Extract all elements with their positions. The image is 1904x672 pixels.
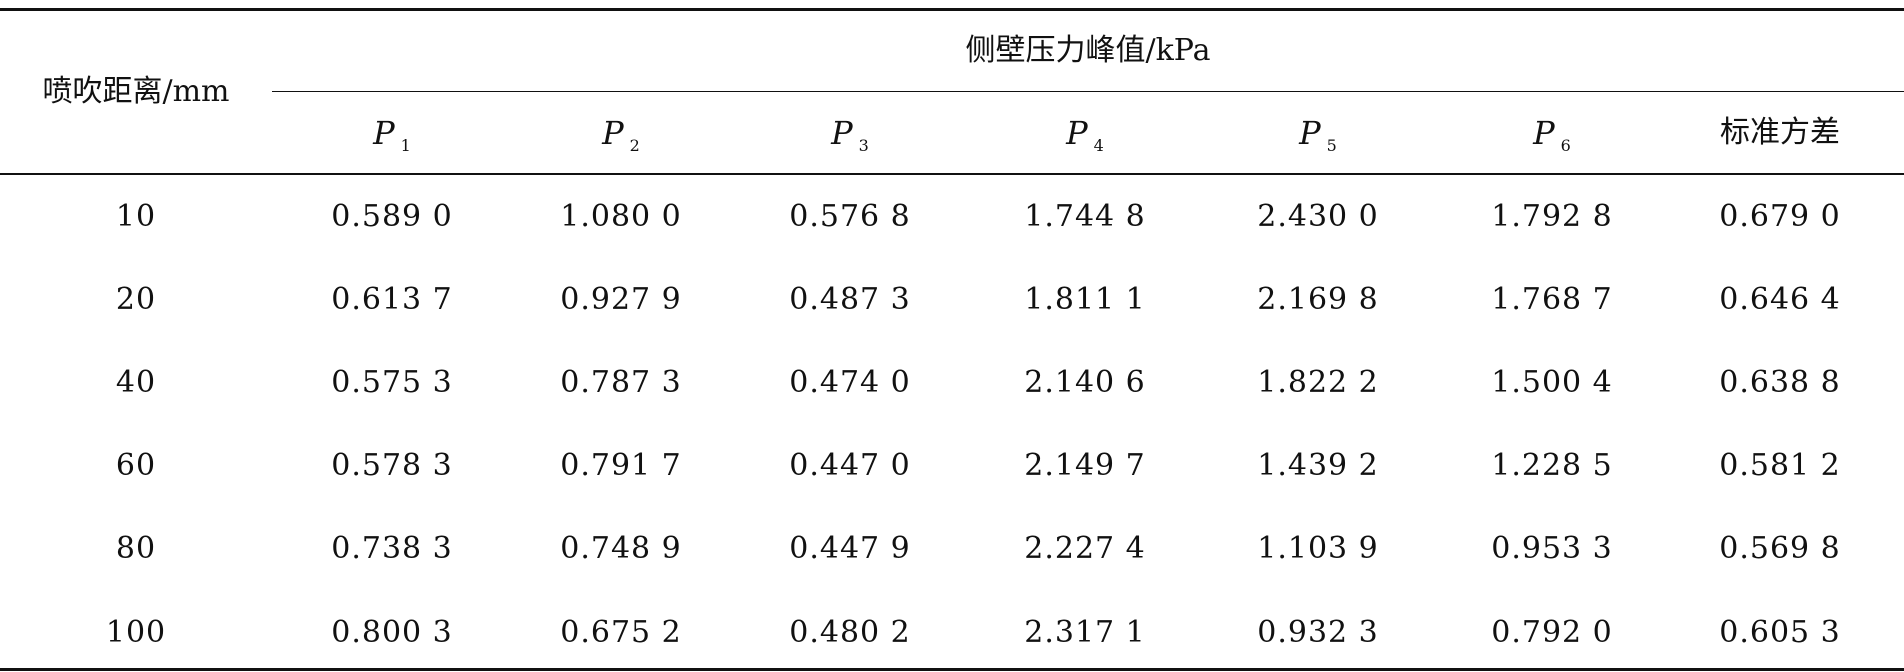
value-cell: 0.569 8 (1719, 531, 1841, 566)
table-row: 80 0.738 3 0.748 9 0.447 9 2.227 4 1.103 9 0.9… (0, 529, 1904, 569)
distance-cell: 40 (115, 365, 157, 400)
group-header-rule (272, 91, 1904, 92)
value-cell: 0.576 8 (789, 199, 911, 234)
value-cell: 1.744 8 (1024, 199, 1146, 234)
column-header-subscript: 3 (858, 136, 869, 155)
value-cell: 0.646 4 (1719, 282, 1841, 317)
value-cell: 1.500 4 (1491, 365, 1613, 400)
header-bottom-rule (0, 173, 1904, 175)
value-cell: 1.792 8 (1491, 199, 1613, 234)
distance-cell: 10 (115, 199, 157, 234)
value-cell: 2.227 4 (1024, 531, 1146, 566)
column-header-7: 标准方差 (1720, 115, 1840, 150)
distance-cell: 60 (115, 448, 157, 483)
value-cell: 0.447 0 (789, 448, 911, 483)
distance-cell: 80 (115, 531, 157, 566)
value-cell: 1.080 0 (560, 199, 682, 234)
value-cell: 0.480 2 (789, 615, 911, 650)
value-cell: 0.638 8 (1719, 365, 1841, 400)
column-header-symbol: P (831, 114, 853, 152)
value-cell: 0.748 9 (560, 531, 682, 566)
value-cell: 0.575 3 (331, 365, 453, 400)
value-cell: 0.927 9 (560, 282, 682, 317)
stub-header: 喷吹距离/mm (42, 74, 230, 109)
value-cell: 1.822 2 (1257, 365, 1379, 400)
table-row: 20 0.613 7 0.927 9 0.487 3 1.811 1 2.169 8 1.7… (0, 280, 1904, 320)
value-cell: 0.675 2 (560, 615, 682, 650)
column-header-symbol: P (373, 114, 395, 152)
value-cell: 0.581 2 (1719, 448, 1841, 483)
table-row: 60 0.578 3 0.791 7 0.447 0 2.149 7 1.439 2 1.2… (0, 446, 1904, 486)
table-bottom-rule (0, 668, 1904, 671)
value-cell: 1.103 9 (1257, 531, 1379, 566)
distance-cell: 20 (115, 282, 157, 317)
value-cell: 1.228 5 (1491, 448, 1613, 483)
value-cell: 1.768 7 (1491, 282, 1613, 317)
column-header-subscript: 2 (629, 136, 640, 155)
value-cell: 2.149 7 (1024, 448, 1146, 483)
value-cell: 0.787 3 (560, 365, 682, 400)
value-cell: 0.738 3 (331, 531, 453, 566)
group-header: 侧壁压力峰值/kPa (965, 33, 1211, 68)
value-cell: 0.800 3 (331, 615, 453, 650)
value-cell: 2.317 1 (1024, 615, 1146, 650)
value-cell: 0.791 7 (560, 448, 682, 483)
value-cell: 0.613 7 (331, 282, 453, 317)
column-header-subscript: 6 (1560, 136, 1571, 155)
table-row: 40 0.575 3 0.787 3 0.474 0 2.140 6 1.822 2 1.5… (0, 363, 1904, 403)
value-cell: 1.811 1 (1024, 282, 1146, 317)
column-header-subscript: 5 (1326, 136, 1337, 155)
column-header-symbol: P (602, 114, 624, 152)
value-cell: 0.578 3 (331, 448, 453, 483)
column-header-symbol: P (1533, 114, 1555, 152)
table-top-rule (0, 8, 1904, 11)
value-cell: 0.932 3 (1257, 615, 1379, 650)
column-header-symbol: P (1299, 114, 1321, 152)
value-cell: 0.487 3 (789, 282, 911, 317)
value-cell: 0.605 3 (1719, 615, 1841, 650)
value-cell: 0.589 0 (331, 199, 453, 234)
value-cell: 0.792 0 (1491, 615, 1613, 650)
value-cell: 2.140 6 (1024, 365, 1146, 400)
value-cell: 0.474 0 (789, 365, 911, 400)
distance-cell: 100 (105, 615, 167, 650)
value-cell: 0.679 0 (1719, 199, 1841, 234)
value-cell: 2.169 8 (1257, 282, 1379, 317)
table-row: 100 0.800 3 0.675 2 0.480 2 2.317 1 0.932 3 0.… (0, 613, 1904, 653)
value-cell: 2.430 0 (1257, 199, 1379, 234)
value-cell: 0.953 3 (1491, 531, 1613, 566)
column-header-symbol: P (1066, 114, 1088, 152)
column-header-subscript: 4 (1093, 136, 1104, 155)
value-cell: 1.439 2 (1257, 448, 1379, 483)
column-header-subscript: 1 (400, 136, 411, 155)
value-cell: 0.447 9 (789, 531, 911, 566)
table-row: 10 0.589 0 1.080 0 0.576 8 1.744 8 2.430 0 1.7… (0, 197, 1904, 237)
